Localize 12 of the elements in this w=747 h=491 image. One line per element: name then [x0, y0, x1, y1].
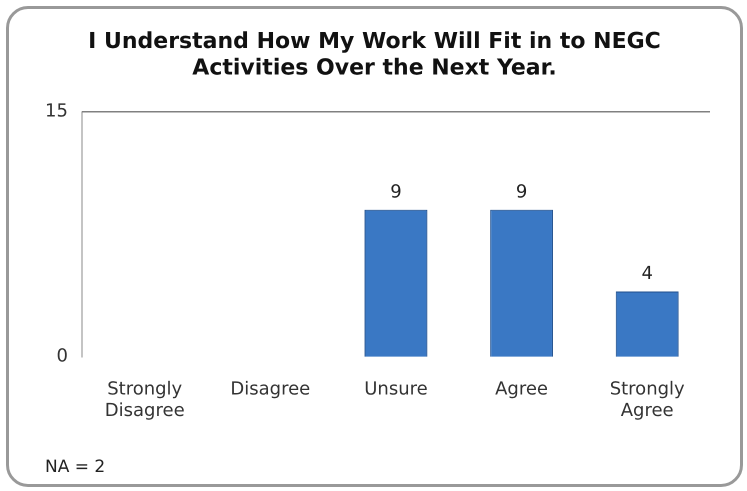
x-tick-label: Strongly Agree [610, 378, 686, 421]
x-tick-label: Unsure [364, 378, 428, 400]
x-tick-label: Disagree [230, 378, 310, 400]
y-tick-label: 0 [56, 345, 68, 366]
x-tick-label: Agree [495, 378, 548, 400]
y-tick-label: 15 [45, 100, 68, 122]
data-label: 9 [516, 181, 528, 202]
data-label: 4 [641, 263, 653, 284]
data-label: 9 [390, 181, 402, 202]
chart-title: I Understand How My Work Will Fit in to NEGC Activities Over the Next Year. [88, 28, 661, 80]
x-tick-label: Strongly Disagree [104, 378, 185, 421]
text: NA = 2 [45, 457, 106, 477]
